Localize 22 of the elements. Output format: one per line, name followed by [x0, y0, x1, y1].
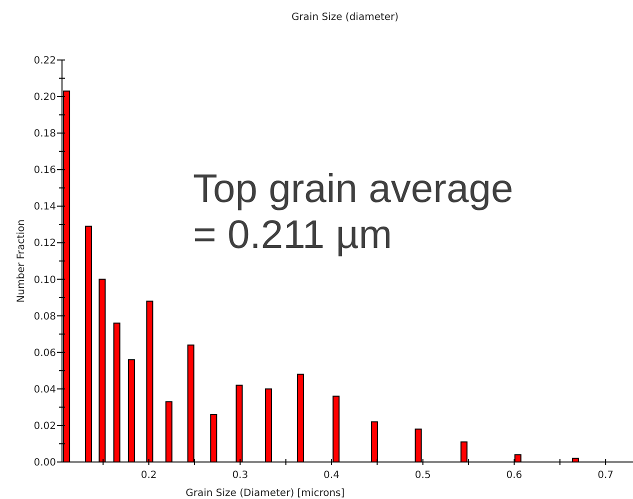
- x-tick-label: 0.5: [414, 470, 431, 481]
- y-tick-label: 0.16: [34, 165, 56, 176]
- y-tick-label: 0.02: [34, 420, 56, 432]
- y-axis-title: Number Fraction: [16, 219, 27, 303]
- x-tick-label: 0.2: [140, 470, 157, 481]
- chart-title: Grain Size (diameter): [291, 12, 399, 23]
- y-tick-label: 0.14: [34, 202, 56, 213]
- annotation: Top grain average = 0.211 µm: [193, 167, 514, 257]
- x-tick-label: 0.3: [232, 470, 248, 481]
- y-tick-label: 0.10: [34, 274, 56, 286]
- y-tick-label: 0.08: [34, 311, 56, 322]
- y-tick-label: 0.04: [34, 384, 56, 396]
- y-tick-label: 0.12: [34, 238, 56, 250]
- y-tick-label: 0.06: [34, 348, 56, 359]
- y-tick-label: 0.20: [34, 92, 56, 104]
- y-tick-label: 0.22: [34, 56, 56, 66]
- y-tick-label: 0.00: [34, 458, 56, 468]
- x-tick-label: 0.7: [598, 470, 614, 481]
- y-tick-label: 0.18: [34, 128, 56, 140]
- x-axis-title: Grain Size (Diameter) [microns]: [186, 488, 345, 499]
- x-tick-label: 0.4: [324, 470, 340, 481]
- x-tick-label: 0.6: [506, 470, 522, 481]
